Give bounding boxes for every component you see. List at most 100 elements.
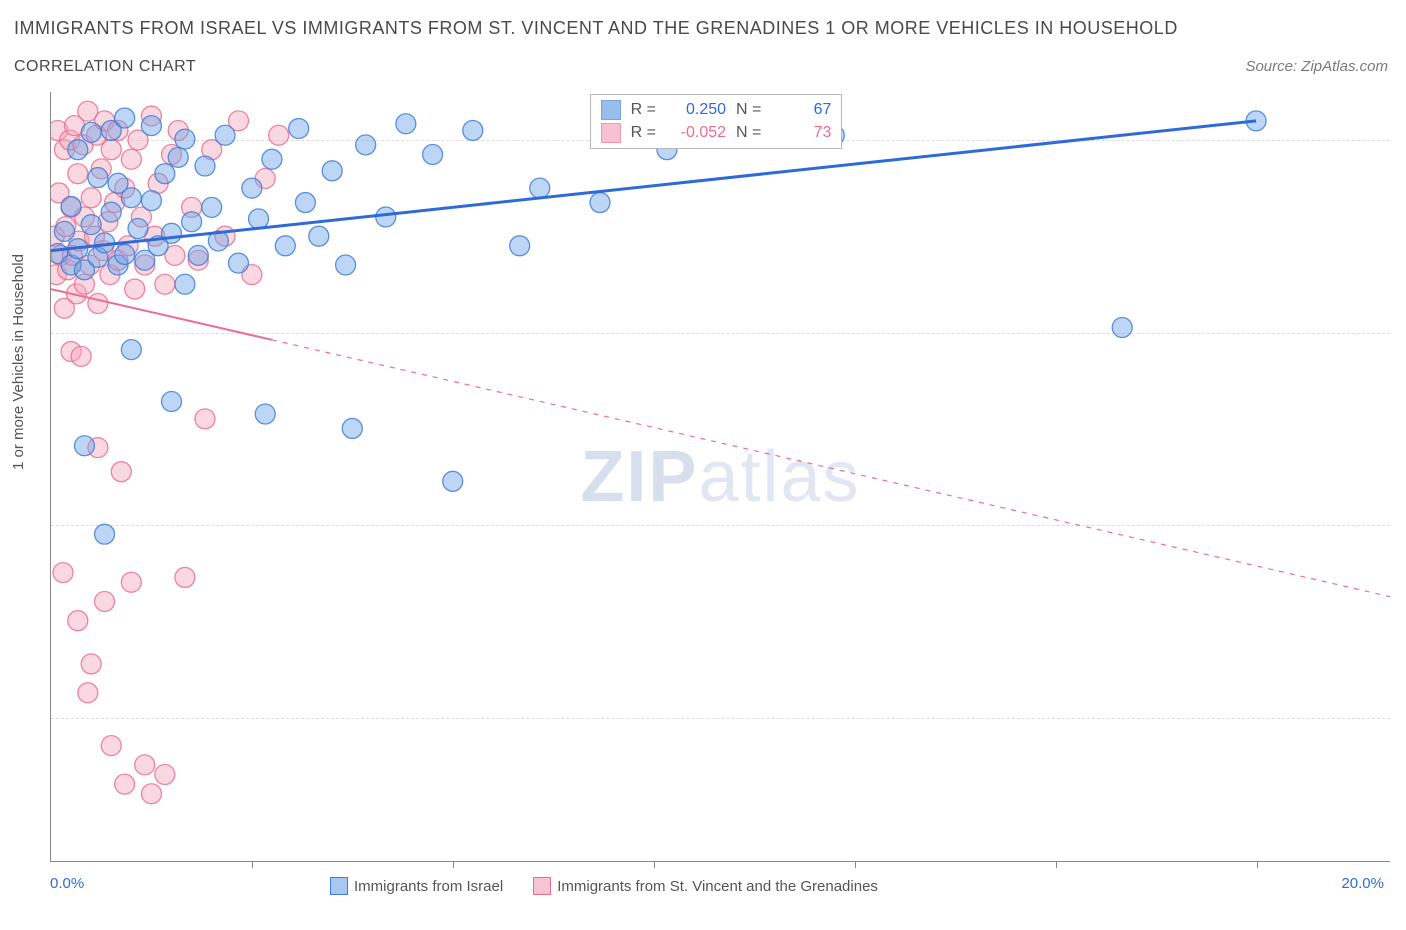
data-point xyxy=(108,120,128,140)
data-point xyxy=(87,125,107,145)
gridline-h xyxy=(51,333,1390,334)
data-point xyxy=(175,129,195,149)
data-point xyxy=(100,265,120,285)
data-point xyxy=(162,144,182,164)
data-point xyxy=(228,253,248,273)
data-point xyxy=(115,108,135,128)
corr-n-label: N = xyxy=(736,101,761,119)
data-point xyxy=(80,255,100,275)
data-point xyxy=(195,409,215,429)
data-point xyxy=(51,120,68,140)
data-point xyxy=(95,233,115,253)
data-point xyxy=(249,209,269,229)
data-point xyxy=(155,164,175,184)
data-point xyxy=(336,255,356,275)
data-point xyxy=(98,212,118,232)
data-point xyxy=(215,226,235,246)
data-point xyxy=(71,346,91,366)
corr-n-value: 67 xyxy=(771,101,831,119)
data-point xyxy=(66,284,86,304)
corr-n-value: 73 xyxy=(771,124,831,142)
data-point xyxy=(202,197,222,217)
x-tick xyxy=(654,861,655,868)
data-point xyxy=(269,125,289,145)
x-axis-min-label: 0.0% xyxy=(50,875,84,892)
data-point xyxy=(56,217,76,237)
data-point xyxy=(58,260,78,280)
data-point xyxy=(1246,111,1266,131)
x-tick xyxy=(1056,861,1057,868)
data-point xyxy=(242,265,262,285)
data-point xyxy=(81,654,101,674)
data-point xyxy=(443,471,463,491)
data-point xyxy=(530,178,550,198)
y-tick-label: 80.0% xyxy=(1400,324,1406,341)
data-point xyxy=(182,197,202,217)
data-point xyxy=(68,611,88,631)
y-tick-label: 40.0% xyxy=(1400,709,1406,726)
legend-swatch xyxy=(601,123,621,143)
data-point xyxy=(81,188,101,208)
source-attribution: Source: ZipAtlas.com xyxy=(1245,58,1388,75)
data-point xyxy=(162,223,182,243)
data-point xyxy=(105,193,125,213)
gridline-h xyxy=(51,718,1390,719)
data-point xyxy=(53,563,73,583)
data-point xyxy=(68,239,88,259)
data-point xyxy=(85,226,105,246)
data-point xyxy=(135,255,155,275)
corr-n-label: N = xyxy=(736,124,761,142)
data-point xyxy=(463,120,483,140)
data-point xyxy=(61,196,81,216)
data-point xyxy=(295,193,315,213)
data-point xyxy=(141,116,161,136)
data-point xyxy=(68,140,88,160)
corr-legend-row: R =-0.052N =73 xyxy=(601,123,832,143)
data-point xyxy=(108,250,128,270)
data-point xyxy=(88,438,108,458)
legend-item: Immigrants from St. Vincent and the Gren… xyxy=(533,877,878,895)
data-point xyxy=(74,436,94,456)
data-point xyxy=(51,226,64,246)
gridline-h xyxy=(51,525,1390,526)
data-point xyxy=(61,255,81,275)
data-point xyxy=(155,274,175,294)
data-point xyxy=(51,183,69,203)
data-point xyxy=(396,114,416,134)
y-tick-label: 60.0% xyxy=(1400,517,1406,534)
data-point xyxy=(128,219,148,239)
chart-svg xyxy=(51,92,1390,861)
data-point xyxy=(215,125,235,145)
data-point xyxy=(141,191,161,211)
legend-swatch xyxy=(330,877,348,895)
data-point xyxy=(68,164,88,184)
data-point xyxy=(108,255,128,275)
data-point xyxy=(356,135,376,155)
data-point xyxy=(135,250,155,270)
data-point xyxy=(121,188,141,208)
data-point xyxy=(262,149,282,169)
legend-label: Immigrants from Israel xyxy=(354,878,503,895)
data-point xyxy=(131,207,151,227)
data-point xyxy=(115,178,135,198)
chart-title: IMMIGRANTS FROM ISRAEL VS IMMIGRANTS FRO… xyxy=(14,18,1178,39)
data-point xyxy=(148,173,168,193)
data-point xyxy=(51,245,71,265)
data-point xyxy=(61,197,81,217)
data-point xyxy=(135,755,155,775)
x-tick xyxy=(453,861,454,868)
data-point xyxy=(64,116,84,136)
data-point xyxy=(73,135,93,155)
legend-item: Immigrants from Israel xyxy=(330,877,503,895)
data-point xyxy=(255,404,275,424)
data-point xyxy=(91,159,111,179)
data-point xyxy=(54,221,74,241)
data-point xyxy=(95,524,115,544)
plot-area: ZIPatlas R =0.250N =67R =-0.052N =73 40.… xyxy=(50,92,1390,862)
data-point xyxy=(62,245,82,265)
data-point xyxy=(228,111,248,131)
data-point xyxy=(88,168,108,188)
legend-swatch xyxy=(533,877,551,895)
data-point xyxy=(1112,318,1132,338)
data-point xyxy=(121,149,141,169)
